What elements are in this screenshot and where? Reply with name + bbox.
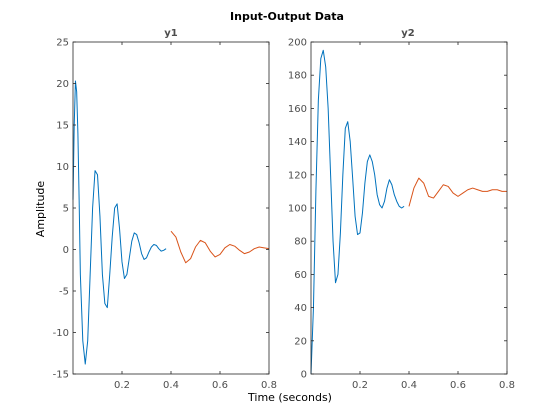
y-axis-label: Amplitude [34,181,47,238]
y-tick-label-y1: 10 [56,162,69,173]
y-tick-label-y2: 120 [288,170,307,181]
x-tick-label-y1: 0.2 [114,380,130,391]
y-tick-label-y2: 200 [288,38,307,49]
x-tick-label-y1: 0.8 [261,380,277,391]
x-tick-label-y2: 0.6 [450,380,466,391]
x-tick-label-y2: 0.8 [499,380,515,391]
subplot-y2: y2 0.2 0.4 0.6 0.8 0 20 40 60 80 100 120 140 160 180 2… [288,28,515,391]
y-tick-label-y2: 80 [294,237,307,248]
x-tick-label-y2: 0.2 [352,380,368,391]
subplot-y1: y1 0.2 0.4 0.6 0.8 -15 -10 -5 0 5 10 15 20 25 [53,28,277,391]
y-tick-label-y2: 160 [288,104,307,115]
y-tick-label-y2: 100 [288,204,307,215]
y-tick-label-y2: 20 [294,336,307,347]
y-tick-label-y1: 25 [56,38,69,49]
series-line-y1-0 [72,80,167,365]
x-axis-label: Time (seconds) [247,391,332,404]
series-line-y2-0 [310,49,405,375]
figure-title: Input-Output Data [230,10,344,23]
axes-frame-y2 [310,41,508,375]
y-tick-label-y1: -5 [59,287,69,298]
y-tick-label-y2: 0 [301,370,307,381]
subplot-y1-title: y1 [164,28,178,39]
y-tick-label-y1: -10 [53,328,69,339]
y-tick-label-y1: 15 [56,121,69,132]
subplot-y2-title: y2 [401,28,415,39]
y-tick-label-y1: 5 [63,204,69,215]
y-tick-label-y1: -15 [53,370,69,381]
y-tick-label-y2: 140 [288,137,307,148]
y-tick-label-y1: 20 [56,79,69,90]
axes-frame-y1 [72,41,270,375]
series-line-y1-1 [170,230,270,264]
y-tick-label-y2: 60 [294,270,307,281]
x-tick-label-y2: 0.4 [401,380,417,391]
y-tick-label-y1: 0 [63,245,69,256]
y-tick-label-y2: 40 [294,303,307,314]
y-tick-label-y2: 180 [288,71,307,82]
series-line-y2-1 [408,177,507,207]
x-tick-label-y1: 0.4 [163,380,179,391]
x-tick-label-y1: 0.6 [212,380,228,391]
